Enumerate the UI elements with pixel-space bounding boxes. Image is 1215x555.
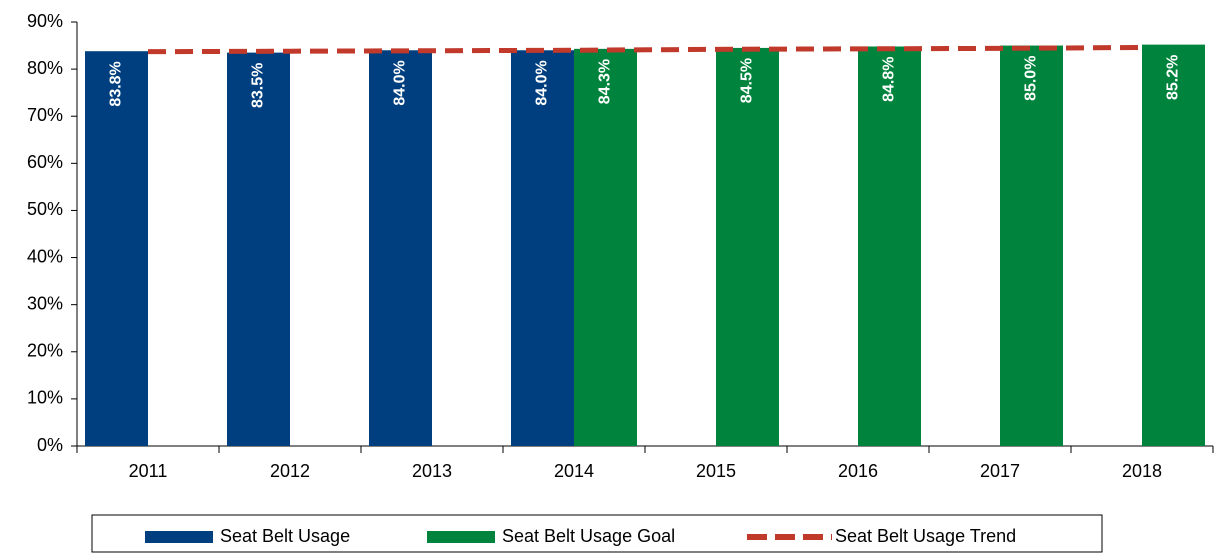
y-tick-label: 50% (27, 199, 63, 219)
y-tick-label: 0% (37, 435, 63, 455)
y-tick-label: 70% (27, 105, 63, 125)
y-tick-label: 80% (27, 58, 63, 78)
y-tick-label: 60% (27, 152, 63, 172)
legend-swatch (145, 531, 213, 543)
legend-swatch (427, 531, 495, 543)
data-label: 83.8% (108, 61, 125, 106)
y-tick-label: 90% (27, 11, 63, 31)
y-tick-label: 40% (27, 246, 63, 266)
bar (1142, 44, 1205, 446)
bar (369, 50, 432, 447)
bar (511, 50, 574, 447)
x-tick-label: 2016 (838, 461, 878, 481)
x-tick-label: 2014 (554, 461, 594, 481)
data-label: 85.2% (1165, 55, 1182, 100)
data-label: 84.5% (739, 58, 756, 103)
data-label: 84.3% (597, 59, 614, 104)
bar (716, 47, 779, 447)
legend-label: Seat Belt Usage Goal (502, 526, 675, 546)
x-tick-label: 2011 (129, 461, 168, 481)
bar (85, 51, 148, 446)
bar (858, 46, 921, 447)
trend-line (147, 44, 1143, 55)
x-tick-label: 2017 (980, 461, 1020, 481)
y-tick-label: 20% (27, 341, 63, 361)
data-label: 84.0% (534, 60, 551, 105)
legend-box (91, 514, 1103, 553)
data-label: 84.0% (392, 60, 409, 105)
bar (227, 52, 290, 446)
x-tick-label: 2015 (696, 461, 736, 481)
data-label: 84.8% (881, 56, 898, 101)
y-tick-label: 30% (27, 293, 63, 313)
data-label: 85.0% (1023, 56, 1040, 101)
y-tick-label: 10% (27, 388, 63, 408)
x-tick-label: 2013 (412, 461, 452, 481)
legend-label: Seat Belt Usage Trend (835, 526, 1016, 546)
bar (574, 48, 637, 446)
data-label: 83.5% (250, 63, 267, 108)
bar (1000, 45, 1063, 447)
legend-label: Seat Belt Usage (220, 526, 350, 546)
x-tick-label: 2012 (270, 461, 310, 481)
x-tick-label: 2018 (1122, 461, 1162, 481)
